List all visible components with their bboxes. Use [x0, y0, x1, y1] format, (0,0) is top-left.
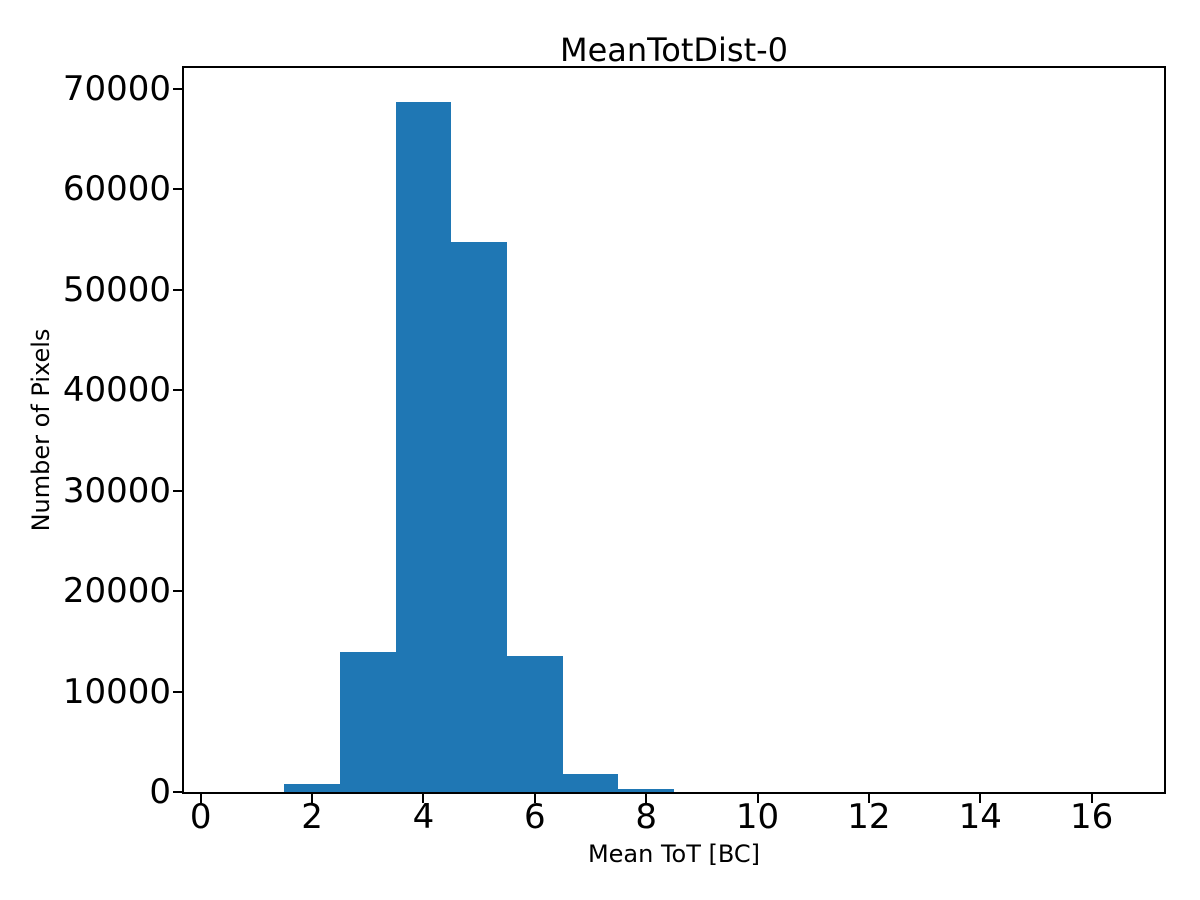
y-tick-mark: [173, 690, 182, 693]
x-tick-label: 4: [412, 797, 435, 837]
x-tick-label: 6: [523, 797, 546, 837]
y-tick-mark: [173, 489, 182, 492]
x-tick-label: 14: [958, 797, 1002, 837]
x-tick-mark: [311, 794, 314, 803]
y-tick-mark: [173, 590, 182, 593]
y-tick-label: 10000: [62, 671, 171, 712]
y-tick-label: 40000: [62, 370, 171, 411]
x-tick-label: 8: [635, 797, 657, 837]
histogram-bar: [618, 789, 674, 792]
histogram-bar: [562, 773, 619, 792]
x-tick-mark: [867, 794, 870, 803]
x-tick-mark: [756, 794, 759, 803]
y-tick-label: 60000: [62, 169, 171, 210]
x-tick-mark: [199, 794, 202, 803]
histogram-bar: [506, 656, 563, 792]
x-tick-label: 0: [189, 797, 212, 837]
histogram-bar: [451, 241, 507, 792]
y-axis-label: Number of Pixels: [27, 328, 55, 532]
x-tick-mark: [979, 794, 982, 803]
histogram-bar: [395, 102, 452, 792]
histogram-bar: [339, 652, 396, 792]
y-tick-mark: [173, 791, 182, 793]
chart-title: MeanTotDist-0: [559, 31, 789, 69]
x-tick-label: 10: [735, 797, 780, 837]
x-tick-label: 12: [847, 797, 891, 837]
y-tick-mark: [173, 288, 182, 291]
y-tick-label: 30000: [62, 470, 171, 511]
y-tick-label: 0: [149, 772, 171, 812]
x-tick-label: 2: [301, 797, 323, 837]
plot-area: [182, 66, 1166, 794]
y-tick-label: 50000: [62, 269, 171, 310]
x-tick-mark: [533, 794, 536, 803]
y-tick-mark: [173, 87, 182, 90]
histogram-bar: [284, 783, 340, 792]
y-tick-mark: [173, 188, 182, 191]
x-tick-label: 16: [1069, 797, 1114, 837]
x-tick-mark: [1090, 794, 1093, 803]
bars-layer: [184, 68, 1164, 792]
x-tick-mark: [422, 794, 425, 803]
y-tick-label: 20000: [62, 571, 171, 612]
x-axis-label: Mean ToT [BC]: [587, 840, 761, 868]
y-tick-label: 70000: [62, 68, 171, 109]
x-tick-mark: [645, 794, 648, 803]
y-tick-mark: [173, 389, 182, 392]
